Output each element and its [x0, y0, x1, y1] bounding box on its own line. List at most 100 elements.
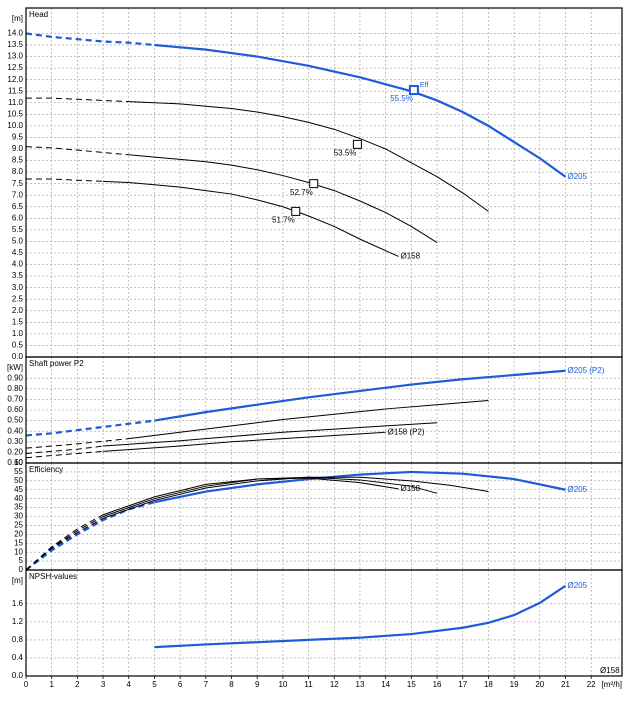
panel-title: Shaft power P2	[29, 359, 84, 368]
y-tick-label: 5.0	[12, 237, 24, 246]
curve	[25, 445, 104, 454]
y-tick-label: 0.70	[7, 395, 23, 404]
panel-title: Efficiency	[29, 465, 63, 474]
x-tick-label: 9	[255, 680, 260, 689]
curve	[154, 470, 566, 504]
point-tag: Eff	[420, 82, 428, 89]
y-tick-label: 0.0	[12, 352, 24, 361]
x-tick-label: 21	[561, 680, 570, 689]
y-tick-label: 0.40	[7, 426, 23, 435]
y-tick-label: 0.5	[12, 341, 24, 350]
curve	[26, 97, 129, 103]
curve-label: Ø158	[401, 484, 421, 493]
x-tick-label: 10	[278, 680, 287, 689]
y-tick-label: 11.5	[8, 86, 24, 95]
panel-title: Head	[29, 10, 48, 19]
y-tick-label: 12.0	[7, 75, 23, 84]
y-tick-label: 35	[14, 503, 23, 512]
curve	[26, 178, 104, 182]
y-tick-label: 2.5	[12, 294, 24, 303]
curve	[128, 399, 489, 440]
curve-label: Ø205	[567, 485, 587, 494]
y-tick-label: 3.0	[12, 283, 24, 292]
curve	[154, 369, 566, 422]
y-tick-label: 10.0	[7, 121, 23, 130]
curve	[25, 419, 155, 437]
x-tick-label: 14	[381, 680, 390, 689]
y-tick-label: 5.5	[12, 225, 24, 234]
y-tick-label: 13.5	[7, 40, 23, 49]
x-tick-label: 0	[24, 680, 29, 689]
curve	[25, 514, 104, 571]
y-unit-label: [m]	[12, 576, 23, 585]
x-tick-label: 2	[75, 680, 80, 689]
y-tick-label: 5	[19, 556, 24, 565]
y-tick-label: 7.5	[12, 179, 24, 188]
panel-frame	[25, 569, 623, 677]
y-tick-label: 0.10	[7, 458, 23, 467]
y-tick-label: 4.5	[12, 248, 24, 257]
curve	[128, 154, 438, 244]
y-tick-label: 55	[14, 467, 23, 476]
curve	[25, 32, 155, 47]
y-tick-label: 0.60	[7, 405, 23, 414]
x-tick-label: 5	[152, 680, 157, 689]
curve-label: Ø205	[567, 172, 587, 181]
curve	[25, 450, 104, 459]
x-tick-label: 19	[510, 680, 519, 689]
y-tick-label: 1.0	[12, 329, 24, 338]
y-tick-label: 1.6	[12, 599, 24, 608]
y-tick-label: 8.0	[12, 167, 24, 176]
efficiency-label: 52.7%	[290, 188, 313, 197]
y-tick-label: 60	[14, 458, 23, 467]
y-tick-label: 6.0	[12, 213, 24, 222]
y-tick-label: 40	[14, 494, 23, 503]
y-tick-label: 50	[14, 476, 23, 485]
panel-title: NPSH-values	[29, 572, 77, 581]
duty-point	[291, 206, 301, 216]
y-tick-label: 1.5	[12, 317, 24, 326]
y-tick-label: 0.50	[7, 416, 23, 425]
x-tick-label: 18	[484, 680, 493, 689]
y-tick-label: 0	[19, 565, 24, 574]
curve	[25, 146, 129, 156]
x-tick-label: 17	[458, 680, 467, 689]
x-tick-label: 20	[535, 680, 544, 689]
y-tick-label: 9.0	[12, 144, 24, 153]
y-tick-label: 11.0	[8, 98, 24, 107]
panel-frame	[25, 7, 623, 358]
y-tick-label: 14.0	[7, 29, 23, 38]
curve-label: Ø158	[401, 252, 421, 261]
curve	[128, 101, 489, 212]
y-tick-label: 1.2	[12, 617, 24, 626]
y-tick-label: 2.0	[12, 306, 24, 315]
x-tick-label: 4	[127, 680, 132, 689]
y-tick-label: 12.5	[7, 63, 23, 72]
x-tick-label: 13	[356, 680, 365, 689]
x-tick-label: 3	[101, 680, 106, 689]
curve	[103, 180, 399, 257]
efficiency-label: 53.5%	[334, 148, 357, 157]
curve-label: Ø205 (P2)	[567, 366, 604, 375]
x-axis-label: [m³/h]	[602, 680, 622, 689]
y-tick-label: 0.4	[12, 653, 24, 662]
y-tick-label: 6.5	[12, 202, 24, 211]
efficiency-label: 55.5%	[390, 94, 413, 103]
y-tick-label: 15	[14, 538, 23, 547]
curve	[25, 438, 129, 449]
curve	[154, 43, 567, 178]
y-unit-label: [m]	[12, 14, 23, 23]
y-tick-label: 0.0	[12, 671, 24, 680]
y-tick-label: 0.8	[12, 635, 24, 644]
y-tick-label: 0.90	[7, 373, 23, 382]
curve	[103, 431, 386, 452]
x-tick-label: 7	[204, 680, 209, 689]
duty-point	[352, 139, 362, 149]
curve	[102, 476, 489, 519]
y-tick-label: 45	[14, 485, 23, 494]
efficiency-label: 51.7%	[272, 216, 295, 225]
curve	[103, 422, 438, 447]
y-tick-label: 3.5	[12, 271, 24, 280]
x-tick-label: 11	[304, 680, 313, 689]
